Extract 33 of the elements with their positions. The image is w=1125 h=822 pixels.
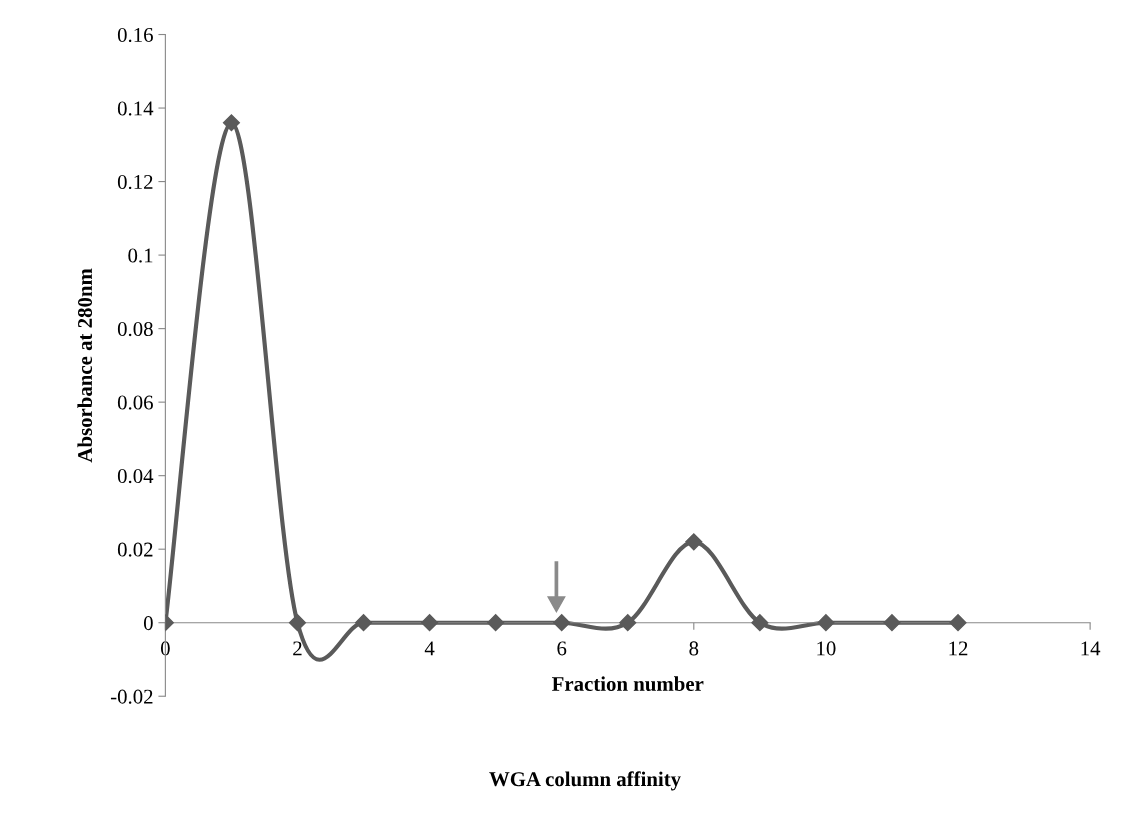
point [421, 614, 439, 632]
x-tick-label: 4 [424, 641, 435, 656]
point [354, 614, 373, 632]
x-axis-title: Fraction number [552, 676, 704, 692]
y-axis-title: Absorbance at 280nm [77, 268, 93, 463]
x-tick-label: 0 [160, 641, 170, 656]
point [883, 614, 901, 632]
y-tick-label: 0.14 [117, 101, 154, 116]
point [619, 614, 637, 632]
x-tick-label: 2 [293, 641, 302, 656]
point [222, 114, 240, 132]
y-tick-label: 0.08 [117, 321, 153, 337]
x-tick-label: 6 [557, 641, 567, 656]
y-tick-label: 0 [143, 616, 153, 631]
y-tick-label: -0.02 [110, 689, 153, 704]
point [685, 533, 703, 551]
text: WGA column affinity [489, 771, 681, 791]
x-tick-label: 8 [689, 641, 699, 656]
y-tick-label: 0.1 [128, 248, 153, 263]
x-tick-label: 12 [949, 641, 968, 656]
point [949, 614, 967, 632]
y-tick-label: 0.16 [117, 27, 153, 43]
x-tick-label: 14 [1081, 641, 1101, 656]
point [553, 614, 571, 632]
y-tick-label: 0.04 [117, 469, 154, 484]
y-tick-label: 0.02 [117, 542, 153, 557]
point [288, 614, 307, 632]
y-tick-label: 0.06 [117, 395, 153, 410]
point [487, 614, 505, 632]
x-tick-label: 10 [817, 641, 836, 656]
point [751, 614, 769, 632]
point [817, 614, 835, 632]
y-tick-label: 0.12 [117, 174, 153, 190]
